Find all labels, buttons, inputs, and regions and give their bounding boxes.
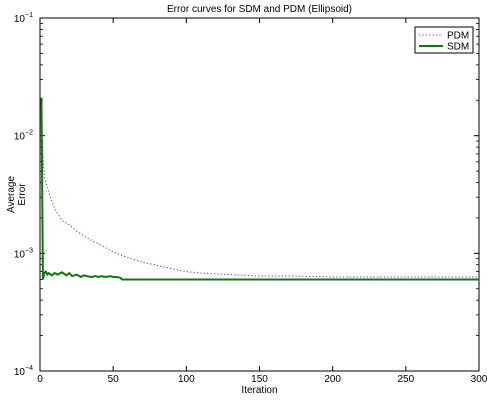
- x-tick-label: 50: [108, 374, 120, 385]
- y-tick-label-exponent: −2: [25, 130, 33, 137]
- y-tick-label-exponent: −3: [25, 247, 33, 254]
- legend-label-pdm: PDM: [447, 31, 469, 42]
- plot-area: [39, 17, 480, 372]
- series-layer: [40, 97, 479, 281]
- y-axis-label-line-2: Error: [17, 183, 28, 206]
- y-tick-label-base: 10: [14, 132, 26, 143]
- x-tick-label: 0: [37, 374, 43, 385]
- legend: PDM SDM: [414, 26, 474, 54]
- y-tick-label-base: 10: [14, 367, 26, 378]
- y-tick-label-exponent: −1: [25, 12, 33, 19]
- chart-title: Error curves for SDM and PDM (Ellipsoid): [167, 4, 352, 15]
- y-tick-label-base: 10: [14, 14, 26, 25]
- y-tick-label-base: 10: [14, 249, 26, 260]
- legend-label-sdm: SDM: [447, 42, 469, 53]
- y-tick-label-exponent: −4: [25, 365, 33, 372]
- y-axis-label-line-1: Average: [6, 176, 17, 214]
- x-axis: 0 50 100 150 200 250 300: [37, 18, 487, 385]
- x-tick-label: 300: [471, 374, 487, 385]
- x-tick-label: 100: [178, 374, 195, 385]
- x-tick-label: 200: [324, 374, 341, 385]
- series-line-sdm: [40, 97, 479, 281]
- x-tick-label: 150: [251, 374, 268, 385]
- x-axis-label: Iteration: [241, 385, 277, 396]
- legend-box: [414, 26, 474, 54]
- x-tick-label: 250: [397, 374, 414, 385]
